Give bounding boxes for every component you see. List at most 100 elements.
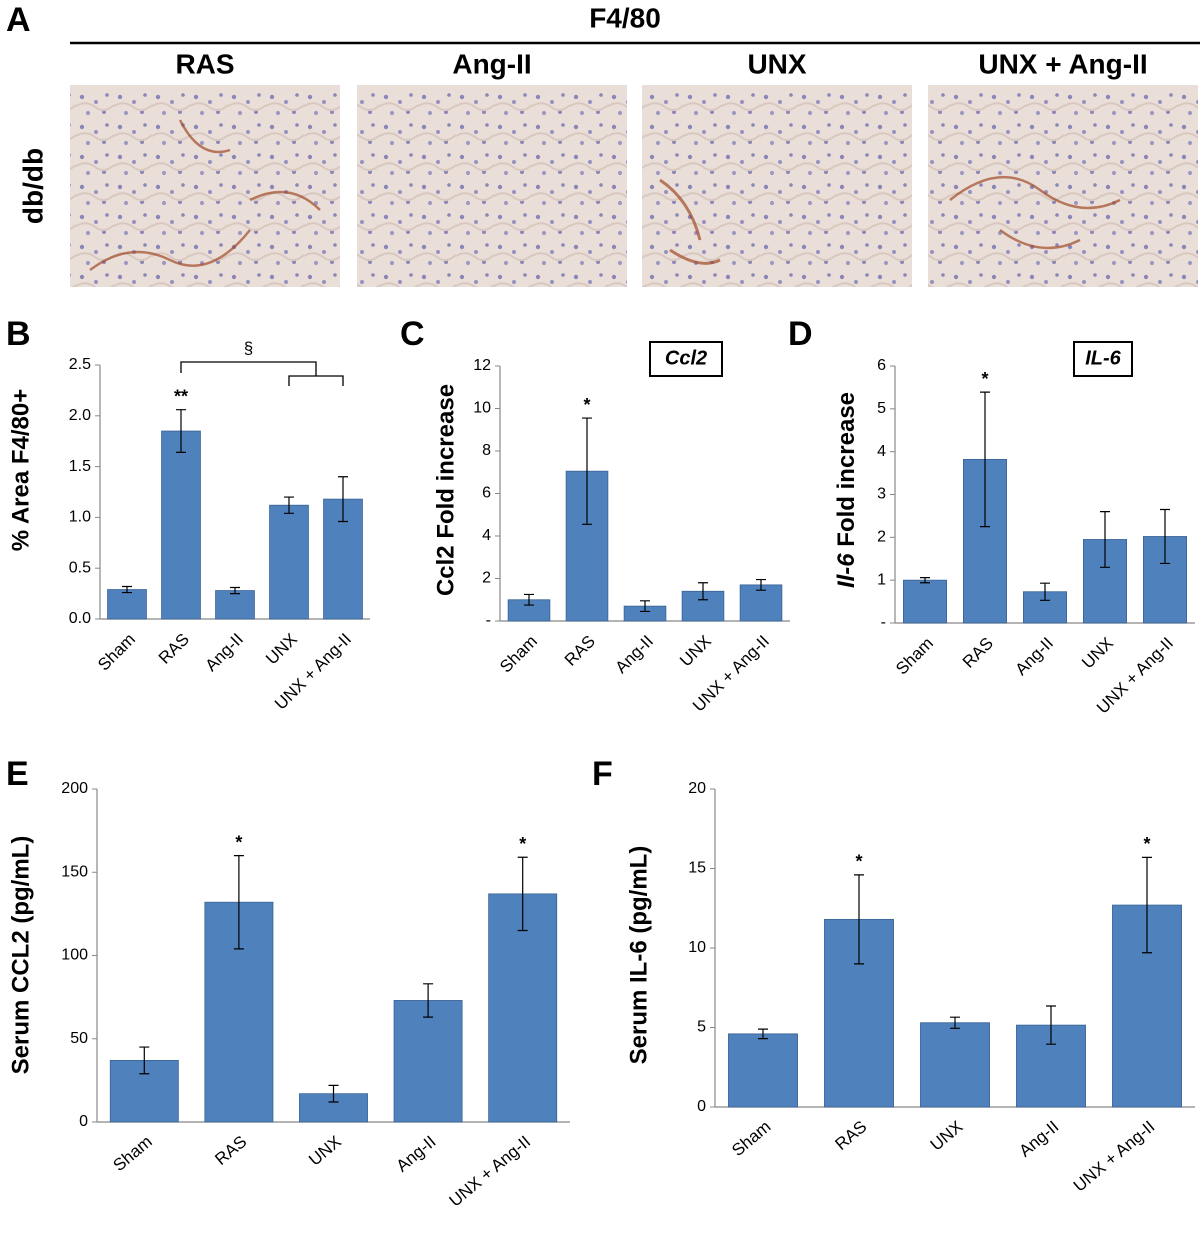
error-bar (328, 1084, 339, 1103)
y-axis-label: Il-6 Fold increase (833, 392, 860, 588)
x-tick-label: Sham (728, 1117, 774, 1160)
y-tick-label: 20 (688, 780, 706, 797)
panel-letter: E (6, 755, 29, 793)
stain-texture (89, 119, 321, 272)
y-tick-label: 10 (473, 400, 491, 417)
y-axis-label-part: Il-6 (833, 553, 860, 588)
error-bar (758, 1028, 768, 1040)
y-axis-label: Serum IL-6 (pg/mL) (625, 846, 652, 1065)
x-tick-label: Sham (110, 1132, 156, 1175)
x-tick-label: Ang-II (1015, 1117, 1062, 1161)
y-tick-label: 15 (688, 860, 706, 877)
x-tick-label: Ang-II (201, 630, 247, 676)
bar (215, 590, 255, 620)
x-tick-label: UNX (1078, 634, 1117, 673)
significance-mark: ** (174, 386, 188, 406)
x-tick-label: Sham (496, 632, 541, 677)
error-bar (950, 1016, 960, 1029)
y-axis-label: Serum CCL2 (pg/mL) (7, 836, 34, 1075)
y-tick-label: - (881, 614, 886, 631)
error-bar (756, 578, 766, 591)
y-tick-label: 100 (61, 947, 88, 964)
x-tick-label: RAS (155, 630, 193, 668)
y-tick-label: 150 (61, 863, 88, 880)
x-tick-label: UNX (927, 1117, 967, 1155)
gene-box (1073, 341, 1133, 377)
stain-texture (949, 175, 1121, 250)
y-tick-label: 200 (61, 780, 88, 797)
comparison-bracket (180, 361, 344, 386)
y-tick-label: 3 (877, 486, 886, 503)
y-tick-label: 50 (70, 1030, 88, 1047)
y-tick-label: 0.0 (69, 610, 91, 627)
error-bar (1046, 1005, 1056, 1045)
bracket-label: § (244, 338, 253, 357)
y-tick-label: 1 (877, 571, 886, 588)
bar (269, 504, 309, 620)
y-tick-label: 4 (877, 443, 886, 460)
y-tick-label: 10 (688, 939, 706, 956)
error-bar (423, 983, 434, 1018)
y-tick-label: 8 (482, 442, 491, 459)
gene-label: Ccl2 (665, 347, 707, 369)
y-tick-label: - (486, 612, 491, 629)
error-bar (139, 1046, 150, 1075)
column-title: UNX (747, 48, 806, 79)
x-tick-label: Ang-II (393, 1132, 440, 1176)
bar (161, 430, 201, 620)
y-tick-label: 12 (473, 357, 491, 374)
x-tick-label: UNX + Ang-II (1070, 1117, 1159, 1196)
error-bar (122, 585, 132, 594)
bar (903, 579, 948, 624)
error-bar (1040, 582, 1050, 601)
panel-letter: D (788, 315, 813, 353)
row-label: db/db (17, 148, 48, 224)
error-bar (920, 576, 930, 584)
x-tick-label: UNX (305, 1132, 345, 1170)
y-tick-label: 6 (877, 357, 886, 374)
y-tick-label: 0 (697, 1098, 706, 1115)
x-tick-label: RAS (211, 1132, 250, 1169)
stain-texture (659, 178, 721, 265)
x-tick-label: RAS (959, 634, 997, 672)
y-tick-label: 2.5 (69, 356, 91, 373)
y-tick-label: 4 (482, 527, 491, 544)
gene-label: IL-6 (1085, 347, 1121, 369)
error-bar (980, 391, 990, 528)
y-tick-label: 0 (79, 1113, 88, 1130)
x-tick-label: Sham (94, 630, 139, 675)
x-tick-label: UNX (676, 632, 715, 671)
column-title: UNX + Ang-II (978, 48, 1147, 79)
significance-mark: * (235, 832, 242, 852)
y-axis-label-part: Fold increase (833, 392, 860, 553)
error-bar (517, 856, 528, 932)
stain-title: F4/80 (589, 2, 661, 33)
bar (107, 589, 147, 620)
y-tick-label: 2 (877, 529, 886, 546)
x-tick-label: UNX (262, 630, 301, 669)
micrograph (70, 85, 340, 287)
x-tick-label: RAS (831, 1117, 870, 1154)
error-bar (698, 582, 708, 601)
x-tick-label: Sham (892, 634, 937, 679)
x-tick-label: Ang-II (611, 632, 657, 678)
y-tick-label: 0.5 (69, 559, 91, 576)
y-axis-label: Ccl2 Fold increase (432, 384, 459, 596)
bar (739, 584, 783, 622)
y-tick-label: 2 (482, 570, 491, 587)
panel-letter: A (6, 1, 31, 39)
significance-mark: * (981, 369, 988, 389)
significance-mark: * (1143, 834, 1150, 854)
x-tick-label: RAS (561, 632, 599, 670)
column-title: Ang-II (452, 48, 531, 79)
error-bar (230, 586, 240, 595)
error-bar (1100, 511, 1110, 568)
panel-letter: B (6, 315, 31, 353)
y-tick-label: 2.0 (69, 407, 91, 424)
panel-letter: F (592, 755, 613, 793)
error-bar (284, 496, 294, 514)
significance-mark: * (855, 852, 862, 872)
column-title: RAS (175, 48, 234, 79)
error-bar (640, 600, 650, 613)
